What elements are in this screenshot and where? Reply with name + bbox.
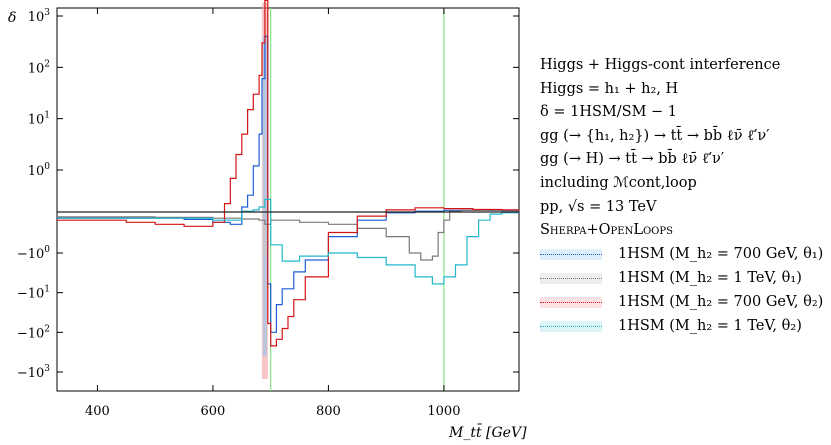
y-tick-label: 100: [28, 162, 51, 179]
uncertainty-band: [262, 36, 267, 357]
legend-energy: pp, √s = 13 TeV: [540, 198, 657, 215]
legend-entry: 1HSM (M_h₂ = 700 GeV, θ₁): [540, 243, 828, 267]
legend-entry-label: 1HSM (M_h₂ = 700 GeV, θ₁): [618, 245, 824, 262]
legend-entry-label: 1HSM (M_h₂ = 1 TeV, θ₁): [618, 269, 802, 286]
y-tick-label: 102: [28, 59, 50, 76]
x-tick-label: 400: [85, 404, 110, 419]
legend-entry: 1HSM (M_h₂ = 1 TeV, θ₁): [540, 267, 828, 291]
legend-delta-def: δ = 1HSM/SM − 1: [540, 104, 678, 121]
legend-higgs-def: Higgs = h₁ + h₂, H: [540, 80, 679, 97]
legend-process-2: gg (→ H) → tt̄ → bb̄ ℓν̄ ℓ̄′ν′: [540, 151, 725, 168]
series-line-3: [57, 198, 519, 285]
legend-entry: 1HSM (M_h₂ = 1 TeV, θ₂): [540, 315, 828, 339]
legend-swatch: [540, 297, 602, 309]
y-tick-label: −101: [17, 285, 50, 302]
y-axis-title: δ: [8, 10, 16, 26]
legend-title: Higgs + Higgs-cont interference: [540, 57, 781, 73]
legend-swatch: [540, 273, 602, 285]
series-line-1: [57, 209, 519, 261]
y-tick-label: −102: [17, 324, 50, 341]
plot-frame: [56, 7, 520, 392]
legend-swatch: [540, 249, 602, 261]
legend-including: including ℳcont,loop: [540, 174, 697, 191]
legend-entry: 1HSM (M_h₂ = 700 GeV, θ₂): [540, 291, 828, 315]
x-axis-title: M_tt̄ [GeV]: [448, 423, 527, 441]
legend-generator: Sherpa+OpenLoops: [540, 222, 673, 239]
legend-entry-label: 1HSM (M_h₂ = 700 GeV, θ₂): [618, 293, 824, 310]
y-tick-label: 103: [28, 8, 51, 25]
legend-entry-label: 1HSM (M_h₂ = 1 TeV, θ₂): [618, 317, 802, 334]
y-tick-label: −103: [17, 364, 50, 381]
y-tick-label: 101: [28, 111, 50, 128]
legend-swatch: [540, 321, 602, 333]
x-tick-label: 600: [201, 404, 226, 419]
y-tick-label: −100: [17, 245, 50, 262]
legend-process-1: gg (→ {h₁, h₂}) → tt̄ → bb̄ ℓν̄ ℓ̄′ν′: [540, 127, 770, 144]
uncertainty-band: [262, 224, 267, 257]
x-tick-label: 800: [316, 404, 341, 419]
series-line-2: [57, 0, 519, 347]
x-tick-label: 1000: [427, 404, 460, 419]
legend: Higgs + Higgs-cont interference Higgs = …: [540, 54, 828, 339]
series-line-0: [57, 35, 519, 333]
